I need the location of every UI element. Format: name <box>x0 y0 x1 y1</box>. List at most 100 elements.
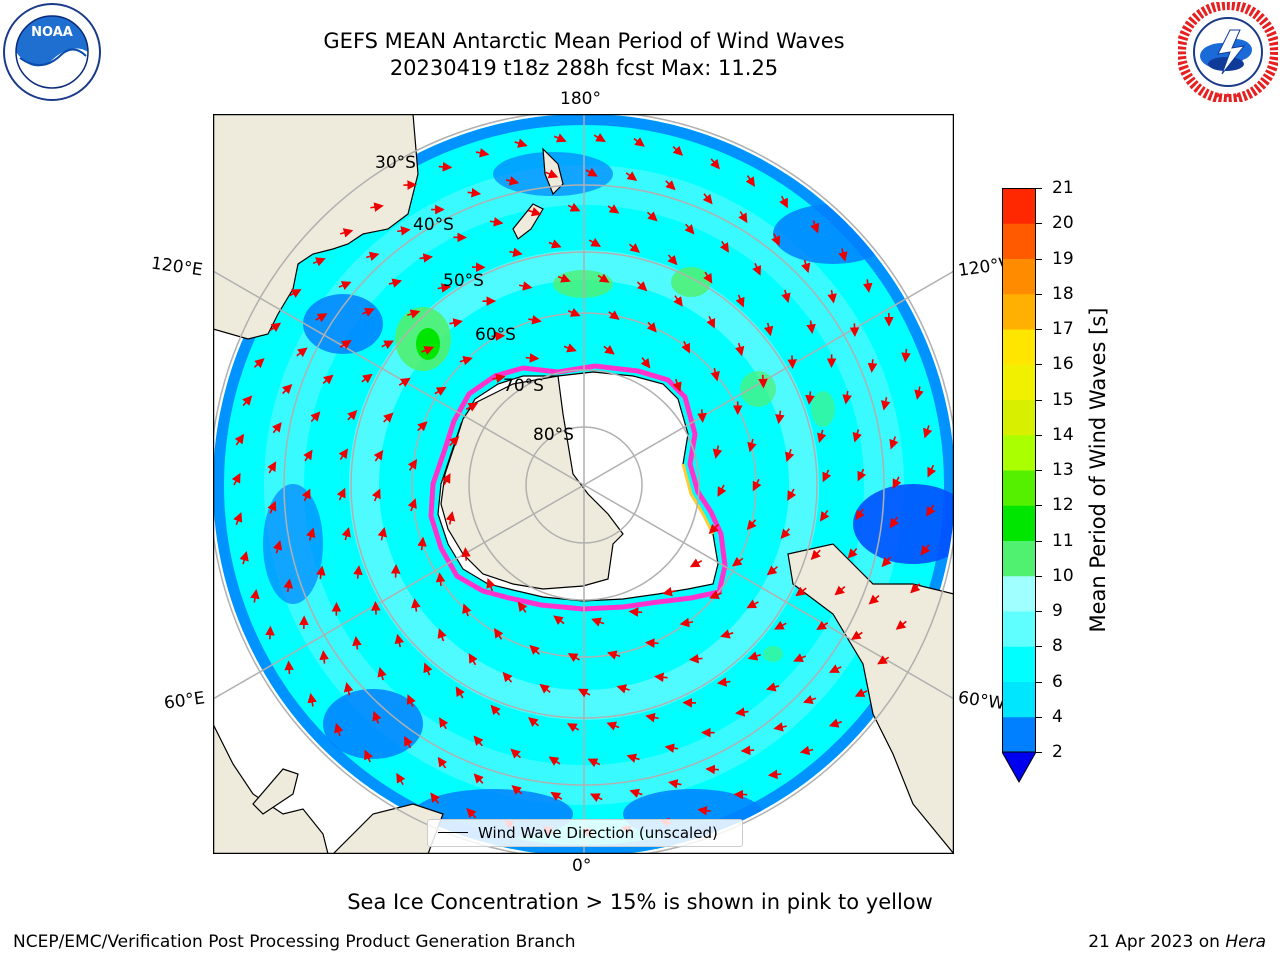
wind-arrow <box>370 202 384 212</box>
wind-arrow <box>767 769 782 780</box>
wind-arrow <box>828 718 843 728</box>
wind-wave-arrows <box>231 133 937 838</box>
wind-arrow <box>689 558 703 568</box>
wind-arrow <box>710 158 720 170</box>
colorbar-segment <box>1002 293 1036 330</box>
wind-arrow <box>315 313 328 323</box>
wind-arrow <box>396 772 406 786</box>
wind-arrow <box>740 745 755 756</box>
wind-arrow <box>603 344 615 355</box>
wind-arrow <box>847 547 858 559</box>
wind-arrow <box>352 636 362 650</box>
wind-arrow <box>716 677 731 687</box>
wind-arrow <box>795 586 807 597</box>
colorbar-tick-label: 12 <box>1052 495 1074 516</box>
map-panel: 30°S 40°S 50°S 60°S 70°S 80°S <box>212 113 955 855</box>
wind-arrow <box>771 233 780 247</box>
wind-arrow <box>738 211 748 224</box>
wind-arrow <box>417 421 428 432</box>
legend-line-sample <box>438 832 468 833</box>
wind-arrow <box>567 653 580 663</box>
colorbar-tick-label: 9 <box>1052 601 1063 621</box>
wind-arrow <box>597 273 610 283</box>
wind-arrow <box>411 598 421 612</box>
wind-arrow <box>628 243 640 253</box>
wind-arrow <box>239 551 249 565</box>
wind-arrow <box>787 488 797 501</box>
colorbar-tick-mark <box>1036 716 1042 718</box>
wind-arrow <box>703 271 713 284</box>
colorbar-segment <box>1002 364 1036 400</box>
wind-arrow <box>234 433 245 446</box>
wind-arrow <box>920 544 931 556</box>
colorbar-segment <box>1002 505 1036 541</box>
wind-arrow <box>529 644 540 655</box>
wind-arrow <box>490 704 501 716</box>
wind-arrow <box>857 468 867 482</box>
wind-arrow <box>492 373 506 384</box>
wind-arrow <box>697 805 711 816</box>
colorbar-segment <box>1002 611 1036 647</box>
wind-arrow <box>510 748 522 759</box>
colorbar-segment <box>1002 646 1036 682</box>
colorbar-tick-label: 11 <box>1052 530 1074 551</box>
wind-arrow <box>625 171 638 181</box>
wind-arrow <box>407 498 417 512</box>
wind-arrow <box>719 240 729 253</box>
colorbar-segment <box>1002 329 1036 365</box>
wind-arrow <box>307 693 317 707</box>
colorbar-tick-mark <box>1036 364 1042 366</box>
wind-arrow <box>377 527 388 541</box>
wind-arrow <box>679 617 694 628</box>
wind-arrow <box>473 773 484 784</box>
colorbar-tick-label: 2 <box>1052 742 1063 762</box>
wind-arrow <box>509 247 523 258</box>
wind-arrow <box>406 694 416 707</box>
footer-date: 21 Apr 2023 on Hera <box>1088 932 1266 952</box>
wind-arrow <box>747 438 757 453</box>
wind-arrow <box>668 779 682 789</box>
wind-arrow <box>801 259 811 274</box>
colorbar-segment <box>1002 223 1036 259</box>
wind-arrow <box>338 448 349 461</box>
wind-arrow <box>834 585 846 596</box>
colorbar-segment <box>1002 681 1036 718</box>
wind-arrow <box>607 204 620 214</box>
wind-arrow <box>336 487 346 501</box>
wind-arrow <box>867 359 878 373</box>
colorbar-tick-mark <box>1036 752 1042 753</box>
wind-arrow <box>404 735 413 749</box>
wind-arrow <box>303 449 313 462</box>
wind-arrow <box>806 320 816 334</box>
colorbar-segment <box>1002 399 1036 436</box>
wind-arrow <box>377 666 387 681</box>
wind-arrow <box>267 461 277 474</box>
wind-arrow <box>702 193 713 205</box>
wind-arrow <box>706 315 716 329</box>
wind-arrow <box>366 251 380 261</box>
latitude-labels: 30°S 40°S 50°S 60°S 70°S 80°S <box>375 153 574 445</box>
wind-arrow <box>545 169 559 179</box>
wind-arrow <box>250 589 260 603</box>
wind-arrow <box>763 322 774 337</box>
wind-arrow <box>341 526 351 541</box>
wind-arrow <box>437 628 447 642</box>
lat-label-40: 40°S <box>413 215 454 235</box>
wind-arrow <box>557 273 571 283</box>
wind-arrow <box>421 346 435 355</box>
wind-arrow <box>881 556 892 568</box>
wind-arrow <box>283 578 294 593</box>
wind-arrow <box>752 478 762 492</box>
wind-arrow <box>901 348 911 363</box>
colorbar-tick-label: 10 <box>1052 565 1074 586</box>
wind-arrow <box>563 343 577 353</box>
wind-arrow <box>465 402 479 412</box>
colorbar-segment <box>1002 575 1036 612</box>
wind-arrow <box>272 540 283 554</box>
wind-arrow <box>407 309 421 319</box>
wind-arrow <box>829 664 842 673</box>
wind-arrow <box>926 504 936 517</box>
wind-arrow <box>437 756 448 769</box>
colorbar-tick-label: 4 <box>1052 706 1063 727</box>
wind-arrow <box>553 615 565 626</box>
